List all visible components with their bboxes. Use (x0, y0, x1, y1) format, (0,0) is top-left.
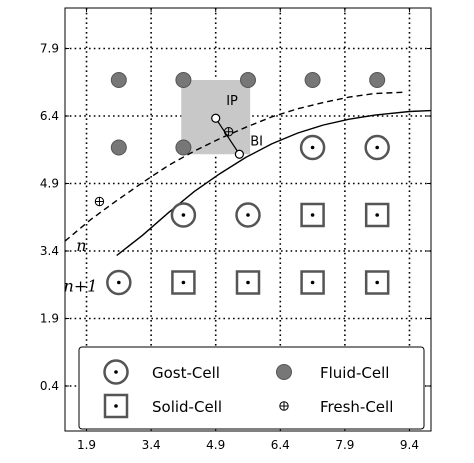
x-tick-label: 4.9 (206, 438, 225, 452)
ghost-dot (114, 370, 118, 374)
fluid-cell-marker (110, 72, 127, 88)
ghost-cell-marker (364, 134, 390, 161)
solid-cell-marker (364, 202, 390, 228)
legend: Gost-Cell Fluid-Cell Solid-Cell Fresh-Cell (78, 346, 425, 430)
bi-point (234, 149, 244, 159)
ghost-dot (310, 145, 315, 150)
solid-cell-marker (235, 270, 261, 295)
ghost-cell-marker (235, 202, 261, 228)
ghost-dot (117, 280, 121, 285)
solid-dot (246, 280, 250, 285)
ghost-cell-marker (106, 269, 132, 296)
y-tick-label: 1.9 (40, 312, 59, 326)
solid-cell-marker (171, 270, 196, 295)
legend-label: Gost-Cell (152, 364, 220, 382)
legend-label: Solid-Cell (152, 398, 222, 416)
legend-solid-marker (103, 393, 129, 419)
solid-dot (375, 280, 379, 285)
solid-dot (181, 280, 186, 285)
legend-label: Fluid-Cell (320, 364, 389, 382)
solid-cell-marker (300, 270, 325, 295)
y-tick-label: 7.9 (40, 42, 59, 56)
legend-fluid-marker (276, 364, 292, 380)
solid-dot (114, 404, 118, 408)
x-tick-label: 6.4 (271, 438, 290, 452)
cell-markers (94, 72, 390, 296)
legend-label: Fresh-Cell (320, 398, 393, 416)
ghost-dot (181, 213, 186, 217)
fluid-cell-marker (175, 72, 192, 88)
point-label: IP (226, 94, 238, 109)
solid-dot (310, 280, 315, 285)
curve-label: n+1 (64, 277, 98, 296)
x-tick-label: 3.4 (142, 438, 161, 452)
solid-dot (375, 213, 379, 217)
x-tick-label: 7.9 (335, 438, 354, 452)
fluid-cell-marker (369, 72, 386, 88)
legend-box (78, 346, 425, 430)
point-label: BI (250, 134, 263, 149)
ghost-dot (375, 145, 379, 150)
y-tick-label: 3.4 (40, 244, 59, 258)
ip-point (211, 113, 221, 123)
curve-label: n (76, 236, 86, 255)
curve-n-plus-1 (116, 109, 432, 257)
y-tick-label: 4.9 (40, 177, 59, 191)
ip-bi-segment (215, 117, 240, 155)
axes: 1.9 3.4 4.9 6.4 7.9 9.4 0.4 1.9 3.4 4.9 6.4 7.9 (40, 7, 432, 452)
x-tick-label: 1.9 (77, 438, 96, 452)
solid-cell-marker (300, 202, 325, 228)
fluid-cell-marker (175, 139, 192, 156)
legend-fresh-marker (279, 401, 289, 411)
ghost-dot (246, 213, 250, 217)
fresh-cell-marker (223, 127, 234, 137)
fresh-cell-marker (94, 196, 105, 207)
fluid-cell-marker (304, 72, 321, 88)
ghost-cell-marker (299, 134, 326, 161)
solid-dot (310, 213, 315, 217)
solid-cell-marker (364, 270, 390, 295)
ghost-cell-marker (170, 202, 197, 228)
plot-frame (64, 7, 432, 432)
fluid-cell-marker (240, 72, 256, 88)
x-tick-label: 9.4 (400, 438, 419, 452)
annotations: IP BI n n+1 (64, 94, 263, 296)
fluid-cell-marker (110, 139, 127, 156)
y-tick-label: 0.4 (40, 379, 59, 393)
legend-ghost-marker (103, 359, 129, 385)
y-tick-label: 6.4 (40, 109, 59, 123)
